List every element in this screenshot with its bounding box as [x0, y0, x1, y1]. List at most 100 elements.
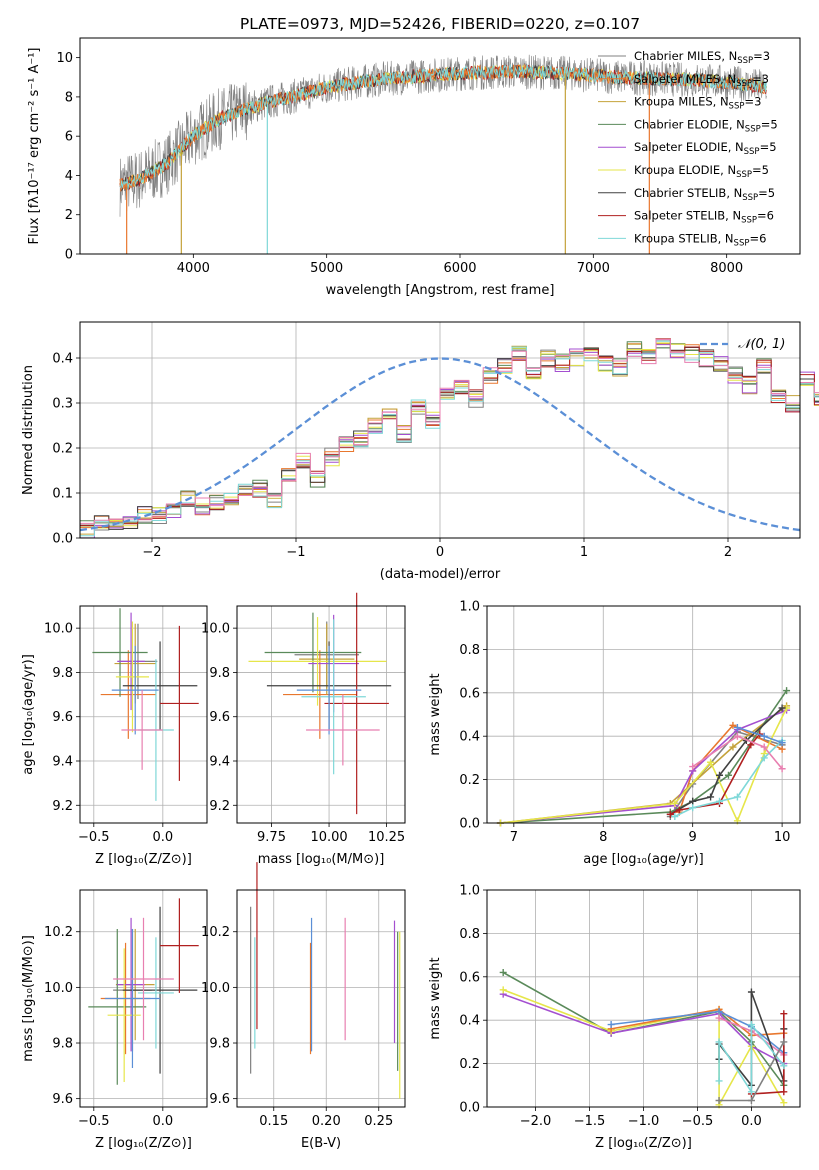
- legend-label: Kroupa MILES, N: [634, 95, 729, 109]
- x-tick-label: 1: [580, 545, 588, 560]
- y-tick-label: 9.4: [52, 755, 73, 770]
- histogram-step: [80, 339, 819, 530]
- mass-vs-ebv-errorbars: [250, 862, 401, 1099]
- series-marker: [607, 1021, 615, 1029]
- legend-suffix: =3: [752, 72, 769, 86]
- mass-vs-Z-axes: −0.5 0.0 9.6 9.8 10.0 10.2 Z [log₁₀(Z/Z⊙)] mass…: [21, 890, 207, 1151]
- y-tick-label: 1.0: [459, 600, 480, 615]
- y-tick-label: 0.0: [52, 532, 73, 547]
- residuals-frame: [79, 321, 801, 539]
- y-tick-label: 0.1: [52, 487, 73, 502]
- y-tick-label: 8: [65, 90, 73, 105]
- legend-sub: SSP: [742, 193, 758, 203]
- histogram-step: [80, 344, 819, 539]
- series-marker: [778, 765, 786, 773]
- y-tick-label: 0.0: [459, 817, 480, 832]
- age-vs-mass-frame: [236, 605, 406, 824]
- y-tick-label: 0.6: [459, 686, 480, 701]
- legend-entry: Salpeter ELODIE, NSSP=5: [634, 140, 777, 157]
- series-line: [669, 707, 783, 815]
- series-marker: [675, 806, 683, 814]
- series-marker: [747, 988, 755, 996]
- legend-label: Salpeter STELIB, N: [634, 209, 741, 223]
- x-tick-label: 8000: [710, 261, 743, 276]
- y-axis-label: Flux [fλ10⁻¹⁷ erg cm⁻² s⁻¹ A⁻¹]: [27, 48, 42, 245]
- y-axis-label: mass weight: [428, 957, 443, 1039]
- series-marker: [733, 724, 741, 732]
- legend-entry: Salpeter MILES, NSSP=3: [634, 72, 769, 89]
- x-tick-label: 2: [724, 545, 732, 560]
- y-tick-label: 9.8: [52, 666, 73, 681]
- y-tick-label: 10: [56, 51, 73, 66]
- y-tick-label: 2: [65, 208, 73, 223]
- mass-vs-Z-errorbars: [88, 898, 199, 1085]
- y-tick-label: 0.3: [52, 397, 73, 412]
- legend-suffix: =6: [749, 231, 766, 245]
- series-marker: [716, 797, 724, 805]
- x-tick-label: 0: [436, 545, 444, 560]
- massweight-vs-Z-frame: [486, 889, 801, 1108]
- legend-label: Salpeter ELODIE, N: [634, 140, 744, 154]
- x-tick-label: 0.15: [259, 1114, 288, 1129]
- histogram-series: [79, 338, 819, 539]
- series-marker: [716, 771, 724, 779]
- series-marker: [778, 739, 786, 747]
- series-line: [674, 739, 783, 818]
- series-marker: [689, 804, 697, 812]
- y-axis-label: Normed distribution: [21, 365, 36, 495]
- y-tick-label: 0.2: [459, 1057, 480, 1072]
- x-tick-label: −1: [286, 545, 305, 560]
- series-marker: [724, 771, 732, 779]
- legend-sub: SSP: [734, 238, 750, 248]
- series-marker: [707, 758, 715, 766]
- legend-suffix: =6: [757, 209, 774, 223]
- x-tick-label: −1.5: [574, 1114, 606, 1129]
- x-axis-label: Z [log₁₀(Z/Z⊙)]: [95, 852, 192, 867]
- legend-sub: SSP: [736, 79, 752, 89]
- legend-entry: Kroupa MILES, NSSP=3: [634, 95, 761, 112]
- series-marker: [760, 732, 768, 740]
- histogram-step: [80, 339, 819, 524]
- x-tick-label: 6000: [443, 261, 476, 276]
- y-tick-label: 0.4: [52, 352, 73, 367]
- residuals-axes: −2 −1 0 1 2 0.0 0.1 0.2 0.3 0.4 (data-model)/error…: [21, 322, 800, 582]
- x-tick-label: 9.75: [257, 830, 286, 845]
- x-tick-label: 7000: [577, 261, 610, 276]
- spectrum-axes: 4000 5000 6000 7000 8000 0 2 4 6 8 10 wavelength [A…: [27, 48, 743, 299]
- age-vs-Z-frame: [79, 605, 208, 824]
- y-tick-label: 0.0: [459, 1101, 480, 1116]
- x-axis-label: Z [log₁₀(Z/Z⊙)]: [595, 1136, 692, 1151]
- series-marker: [689, 763, 697, 771]
- massweight-vs-Z-series: [499, 968, 788, 1109]
- legend-suffix: =5: [752, 163, 769, 177]
- legend-label: Salpeter MILES, N: [634, 72, 736, 86]
- mass-vs-ebv-frame: [236, 889, 406, 1108]
- y-axis-label: mass [log₁₀(M/M⊙)]: [21, 935, 36, 1062]
- legend-entry: Kroupa STELIB, NSSP=6: [634, 231, 766, 248]
- series-marker: [715, 1014, 723, 1022]
- x-tick-label: 10.25: [368, 830, 405, 845]
- x-axis-label: E(B-V): [301, 1136, 341, 1151]
- series-marker: [747, 741, 755, 749]
- series-marker: [671, 799, 679, 807]
- y-tick-label: 9.8: [52, 1037, 73, 1052]
- x-axis-label: mass [log₁₀(M/M⊙)]: [258, 852, 385, 867]
- x-tick-label: 7: [510, 830, 518, 845]
- legend-sub: SSP: [745, 124, 761, 134]
- histogram-step: [80, 342, 819, 529]
- legend-suffix: =5: [761, 117, 778, 131]
- series-marker: [780, 1099, 788, 1107]
- legend-sub: SSP: [729, 102, 745, 112]
- y-tick-label: 1.0: [459, 884, 480, 899]
- series-marker: [733, 732, 741, 740]
- legend-sub: SSP: [737, 56, 753, 66]
- series-line: [500, 707, 788, 824]
- series-marker: [747, 1088, 755, 1096]
- y-tick-label: 0.4: [459, 1014, 480, 1029]
- y-tick-label: 9.6: [209, 1092, 230, 1107]
- x-tick-label: −0.5: [78, 1114, 110, 1129]
- y-tick-label: 10.0: [44, 981, 73, 996]
- y-tick-label: 0.8: [459, 927, 480, 942]
- legend-label: Chabrier MILES, N: [634, 49, 737, 63]
- x-tick-label: −0.5: [682, 1114, 714, 1129]
